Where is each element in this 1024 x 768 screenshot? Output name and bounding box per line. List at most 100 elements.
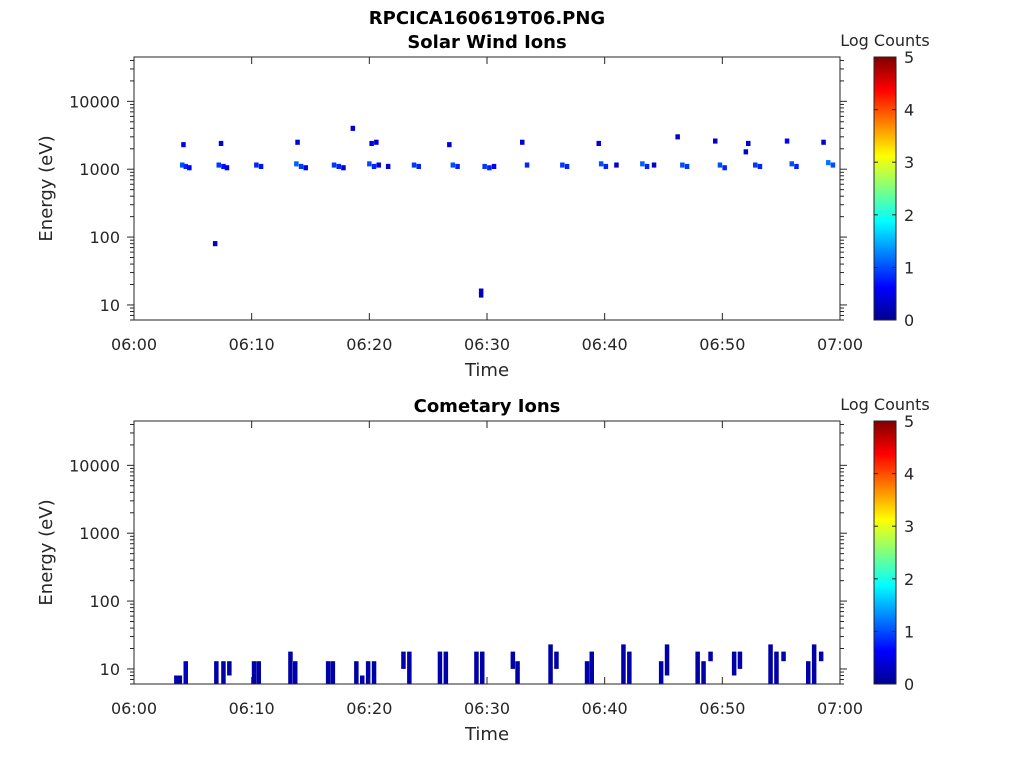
panel-2-column-30 (658, 661, 664, 684)
panel-1-cell-57 (826, 160, 831, 166)
panel-1-cell-2 (187, 165, 192, 171)
panel-2-column-42 (818, 651, 824, 662)
panel-2-column-25 (554, 651, 559, 669)
panel-2-column-26 (584, 661, 590, 684)
panel-1-ylabel: Energy (eV) (36, 135, 57, 241)
panel-1-cell-42 (651, 162, 657, 168)
panel-1-cell-55 (794, 163, 799, 169)
panel-2-xlabel: Time (464, 724, 509, 745)
panel-1-cell-7 (218, 140, 224, 146)
panel-1-cell-38 (603, 163, 609, 169)
panel-1-cell-6 (224, 165, 230, 171)
figure-title: RPCICA160619T06.PNG (369, 8, 605, 29)
panel-2-column-20 (474, 651, 479, 684)
panel-2-xtick-label-4: 06:40 (582, 699, 628, 718)
panel-2-column-35 (731, 651, 737, 676)
panel-1-cell-59 (212, 241, 218, 247)
panel-1-title: Solar Wind Ions (407, 32, 566, 53)
panel-1-cell-50 (746, 140, 751, 146)
panel-2-column-27 (589, 651, 594, 684)
panel-1-ytick-label-3: 10000 (69, 92, 120, 111)
panel-2-plot-area (134, 421, 840, 684)
panel-2-column-17 (407, 651, 412, 684)
panel-1-ytick-label-0: 10 (100, 296, 120, 315)
panel-1-ytick-label-2: 1000 (79, 160, 120, 179)
panel-1-cell-14 (331, 162, 337, 168)
panel-2-colorbar (873, 420, 897, 685)
panel-1-cell-41 (644, 163, 650, 169)
panel-1-colorbar-tick-label-1: 1 (904, 258, 914, 277)
panel-2-column-41 (811, 644, 817, 684)
panel-2-ytick-label-3: 10000 (69, 456, 120, 475)
panel-1-cell-15 (336, 163, 341, 169)
panel-2-column-3 (214, 661, 219, 684)
panel-2-column-23 (515, 661, 520, 684)
panel-1-cell-31 (491, 163, 497, 169)
panel-2-column-22 (510, 651, 516, 669)
panel-2-column-4 (221, 661, 226, 684)
panel-2-column-38 (774, 651, 779, 684)
panel-1-cell-58 (830, 162, 836, 168)
panel-2-colorbar-tick-label-0: 0 (904, 675, 914, 694)
panel-1-cell-3 (181, 142, 186, 148)
panel-1-ytick-label-1: 100 (89, 228, 120, 247)
panel-1-colorbar-tick-label-3: 3 (904, 153, 914, 172)
panel-1-cell-49 (743, 149, 749, 155)
panel-1-cell-19 (371, 163, 377, 169)
panel-1-cell-8 (254, 162, 259, 168)
panel-2-column-7 (256, 661, 261, 684)
panel-2-xtick-label-3: 06:30 (464, 699, 510, 718)
panel-2-colorbar-tick-label-3: 3 (904, 517, 914, 536)
panel-1-cell-54 (789, 161, 794, 167)
panel-1-colorbar-tick-label-5: 5 (904, 48, 914, 67)
panel-1-cell-21 (385, 163, 391, 169)
panel-1-cell-43 (675, 134, 680, 140)
panel-1-cell-51 (753, 162, 758, 168)
panel-2-column-18 (437, 651, 443, 684)
panel-1-xtick-label-2: 06:20 (346, 335, 392, 354)
panel-2-column-14 (365, 661, 371, 684)
panel-1-cell-39 (614, 162, 619, 168)
panel-1-xtick-label-4: 06:40 (582, 335, 628, 354)
panel-1-cell-33 (524, 162, 530, 168)
panel-1-cell-60 (478, 288, 484, 294)
panel-1-colorbar (873, 56, 897, 321)
panel-2-xtick-label-1: 06:10 (229, 699, 275, 718)
panel-1-cell-32 (520, 139, 525, 145)
panel-2-column-24 (548, 644, 553, 684)
panel-1-cell-26 (447, 142, 452, 148)
panel-1-xtick-label-5: 06:50 (699, 335, 745, 354)
panel-2-column-11 (330, 661, 336, 684)
panel-2-column-0 (174, 675, 179, 684)
panel-1-cell-37 (598, 161, 604, 167)
panel-1-cell-48 (722, 165, 727, 171)
panel-1-xtick-label-1: 06:10 (229, 335, 275, 354)
panel-2-xtick-label-6: 07:00 (817, 699, 863, 718)
panel-1-cell-18 (367, 161, 372, 167)
panel-2-colorbar-tick-label-2: 2 (904, 570, 914, 589)
panel-2-column-19 (443, 651, 449, 684)
panel-2-column-40 (806, 661, 811, 684)
panel-1-cell-35 (564, 163, 570, 169)
panel-1-cell-20 (376, 162, 381, 168)
panel-1-cell-36 (596, 140, 601, 146)
panel-1-xtick-label-0: 06:00 (111, 335, 157, 354)
panel-1-cell-23 (374, 139, 379, 145)
panel-2-column-34 (708, 651, 713, 662)
panel-1-cell-56 (821, 139, 826, 145)
panel-2-column-1 (177, 675, 183, 684)
panel-2-xtick-label-2: 06:20 (346, 699, 392, 718)
panel-1-cell-61 (478, 292, 484, 298)
panel-1-cell-29 (482, 163, 487, 169)
panel-1-cell-28 (455, 163, 460, 169)
panel-2-column-13 (360, 675, 365, 684)
panel-2-column-9 (293, 661, 298, 684)
panel-1-cell-1 (183, 163, 188, 169)
panel-1-plot-area (134, 57, 840, 320)
panel-1-cell-47 (717, 162, 723, 168)
panel-1-cell-27 (450, 162, 456, 168)
panel-2-column-5 (227, 661, 232, 676)
panel-2-column-37 (768, 644, 773, 684)
panel-1-xtick-label-6: 07:00 (817, 335, 863, 354)
